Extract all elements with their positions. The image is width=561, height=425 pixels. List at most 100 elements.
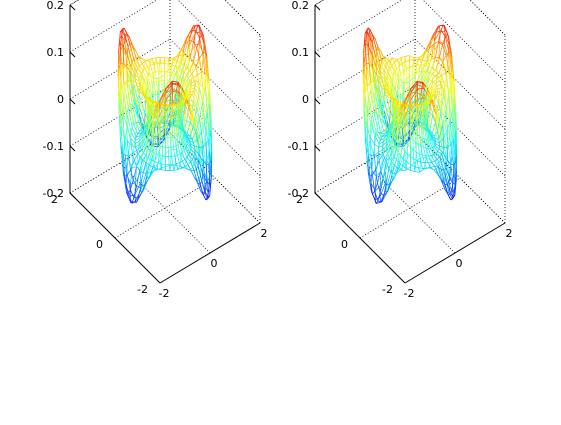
mesh-line (155, 72, 156, 81)
mesh-line (406, 104, 407, 105)
mesh-line (369, 91, 371, 96)
mesh-line (413, 73, 416, 74)
mesh-line (409, 59, 413, 60)
mesh-line (441, 113, 443, 126)
mesh-line (153, 157, 154, 164)
mesh-line (372, 112, 374, 115)
z-tick (315, 146, 320, 151)
mesh-line (134, 57, 136, 58)
mesh-line (398, 60, 400, 66)
wall-grid (315, 0, 505, 82)
mesh-line (371, 170, 372, 183)
mesh-line (148, 65, 151, 66)
mesh-line (173, 147, 174, 156)
z-tick-label: -0.1 (43, 140, 64, 153)
mesh-line (160, 118, 162, 119)
mesh-line (392, 62, 394, 65)
mesh-line (173, 146, 175, 147)
mesh-line (140, 147, 141, 150)
mesh-line (436, 141, 440, 142)
mesh-line (176, 163, 179, 164)
mesh-line (390, 98, 391, 111)
mesh-line (206, 144, 207, 165)
mesh-line (442, 76, 444, 82)
mesh-line (453, 165, 454, 184)
mesh-line (439, 73, 442, 75)
mesh-line (367, 110, 370, 123)
mesh-line (136, 51, 139, 58)
mesh-line (162, 106, 165, 107)
mesh-line (409, 56, 414, 58)
mesh-line (131, 146, 132, 154)
mesh-line (194, 25, 199, 26)
mesh-line (168, 72, 171, 73)
mesh-line (447, 34, 451, 53)
mesh-line (171, 83, 172, 90)
mesh-line (179, 99, 180, 108)
mesh-line (209, 91, 210, 101)
mesh-line (138, 154, 140, 157)
floor-grid (365, 163, 455, 253)
mesh-line (425, 130, 426, 140)
mesh-line (421, 162, 423, 168)
mesh-line (148, 76, 150, 85)
x-axis-line (405, 223, 505, 283)
mesh-line (420, 169, 425, 172)
mesh-line (198, 101, 202, 121)
mesh-line (393, 76, 395, 85)
x-tick-label: 0 (211, 257, 218, 270)
mesh-line (140, 95, 143, 106)
mesh-line (160, 160, 161, 169)
mesh-line (173, 137, 174, 147)
mesh-line (194, 169, 196, 170)
mesh-line (177, 154, 180, 155)
mesh-line (418, 88, 424, 89)
z-tick (315, 193, 320, 198)
mesh-line (412, 82, 415, 84)
mesh-line (166, 165, 171, 166)
mesh-line (386, 95, 389, 96)
mesh-line (188, 78, 189, 81)
mesh-line (207, 164, 210, 165)
mesh-line (438, 149, 439, 151)
mesh-line (410, 74, 413, 76)
mesh-line (174, 170, 178, 171)
mesh-line (198, 72, 202, 75)
mesh-line (175, 165, 180, 166)
mesh-line (384, 67, 385, 71)
mesh-line (401, 56, 405, 57)
mesh-line (384, 90, 385, 100)
mesh-line (150, 85, 151, 95)
z-tick (315, 5, 320, 10)
mesh-line (175, 136, 176, 146)
mesh-line (400, 87, 401, 97)
mesh-line (435, 42, 438, 58)
y-tick-label: -2 (137, 283, 148, 296)
z-tick-label: -0.2 (288, 187, 309, 200)
mesh-line (386, 190, 387, 193)
mesh-line (154, 82, 155, 92)
mesh-line (159, 81, 160, 91)
mesh-line (439, 42, 440, 57)
mesh-line (150, 74, 152, 83)
mesh-line (172, 156, 175, 157)
mesh-line (145, 61, 148, 66)
mesh-line (390, 69, 393, 76)
mesh-line (182, 159, 185, 161)
x-axis-line (160, 223, 260, 283)
mesh-line (197, 108, 200, 119)
mesh-line (176, 145, 178, 146)
mesh-line (422, 128, 423, 138)
mesh-line (416, 152, 417, 161)
mesh-line (406, 62, 407, 69)
mesh-line (374, 156, 375, 170)
mesh-line (155, 71, 158, 72)
mesh-line (414, 159, 415, 166)
mesh-line (405, 88, 407, 91)
mesh-line (140, 64, 142, 66)
z-tick-label: -0.1 (288, 140, 309, 153)
mesh-line (190, 149, 191, 152)
y-axis-line (315, 193, 405, 283)
mesh-line (405, 162, 406, 170)
